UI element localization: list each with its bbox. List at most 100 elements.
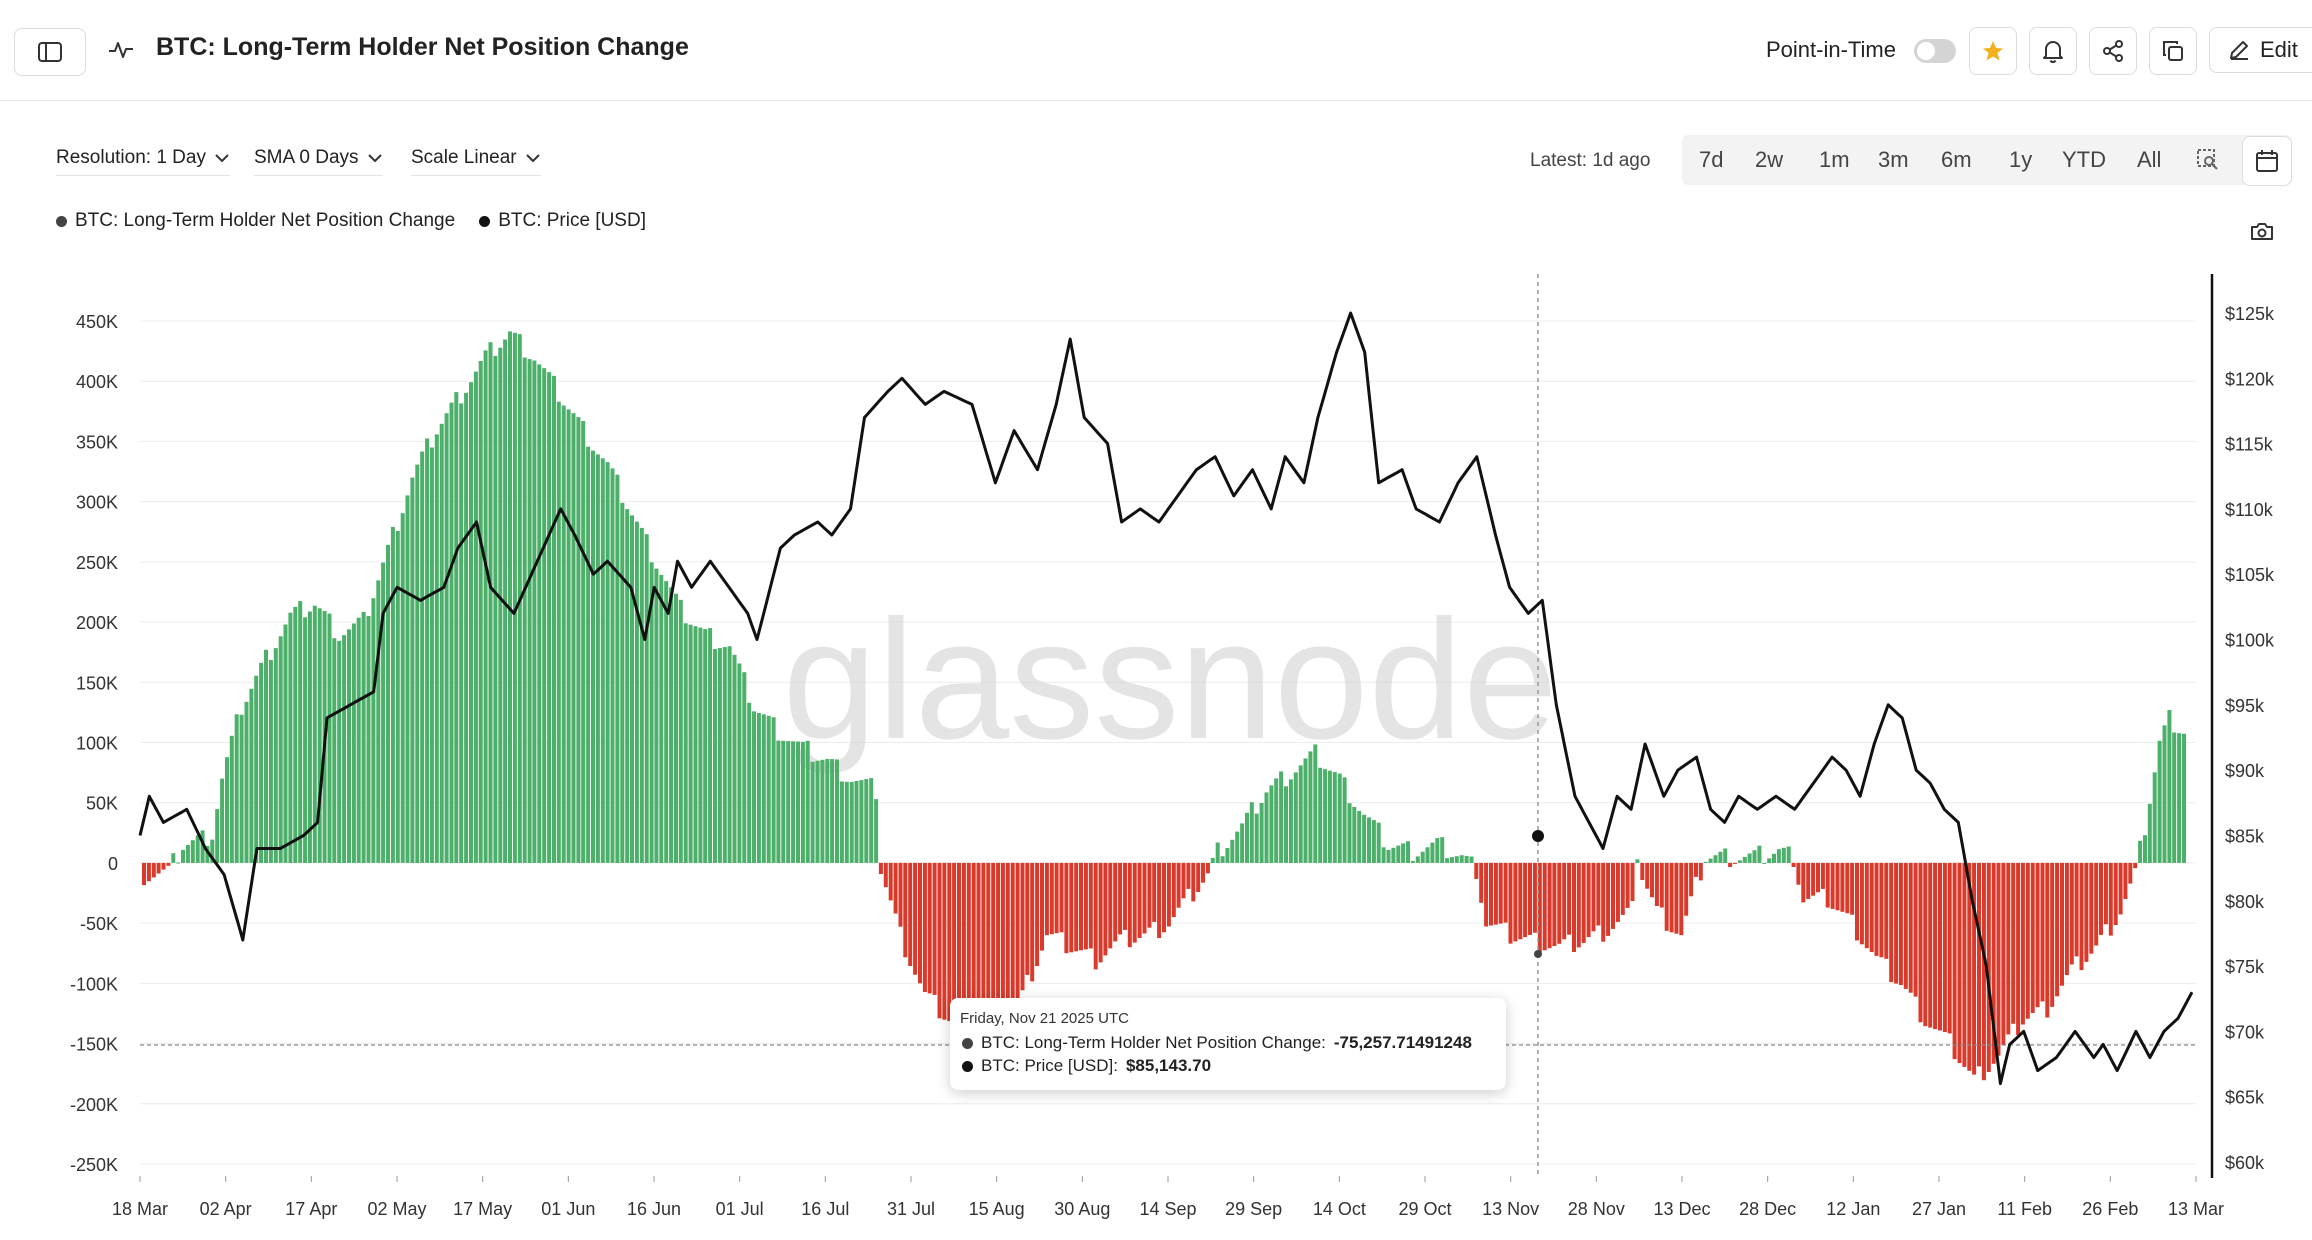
x-axis-tick: 13 Dec: [1653, 1199, 1710, 1219]
net-position-bar: [961, 862, 966, 1026]
toggle-sidebar-button[interactable]: [14, 28, 86, 76]
y-axis-left-tick: -150K: [70, 1035, 118, 1055]
favorite-button[interactable]: [1969, 27, 2017, 75]
range-7d[interactable]: 7d: [1699, 147, 1724, 172]
net-position-bar: [1816, 862, 1820, 893]
net-position-bar: [644, 534, 649, 863]
net-position-bar: [591, 450, 595, 863]
net-position-bar: [1835, 862, 1840, 911]
range-ytd[interactable]: YTD: [2062, 147, 2106, 172]
net-position-bar: [800, 741, 805, 863]
resolution-dropdown[interactable]: Resolution: 1 Day: [56, 147, 230, 176]
net-position-bar: [1240, 823, 1245, 863]
scale-dropdown[interactable]: Scale Linear: [411, 147, 541, 176]
net-position-bar: [815, 760, 820, 863]
net-position-bar: [2094, 862, 2099, 946]
net-position-bar: [1425, 847, 1430, 863]
net-position-bar: [1928, 862, 1933, 1028]
net-position-bar: [1054, 862, 1059, 934]
net-position-bar: [922, 862, 927, 992]
screenshot-button[interactable]: [2242, 214, 2282, 248]
net-position-bar: [2020, 862, 2025, 1025]
net-position-bar: [146, 862, 151, 882]
net-position-bar: [488, 342, 493, 863]
net-position-bar: [1445, 858, 1450, 863]
net-position-bar: [1357, 810, 1362, 863]
net-position-bar: [2064, 862, 2069, 976]
legend-dot: [479, 215, 491, 227]
net-position-bar: [1957, 862, 1962, 1064]
net-position-bar: [1669, 862, 1674, 933]
net-position-bar: [1030, 862, 1035, 982]
net-position-bar: [874, 799, 879, 863]
net-position-bar: [1264, 792, 1269, 863]
range-2w[interactable]: 2w: [1755, 147, 1784, 172]
net-position-bar: [2040, 862, 2045, 1002]
share-icon: [2103, 40, 2123, 62]
range-6m[interactable]: 6m: [1941, 147, 1972, 172]
net-position-bar: [1581, 862, 1586, 943]
net-position-bar: [937, 862, 942, 1019]
net-position-bar: [1947, 862, 1952, 1034]
net-position-bar: [737, 663, 742, 863]
net-position-bar: [722, 647, 727, 863]
net-position-bar: [683, 623, 688, 863]
net-position-bar: [405, 495, 410, 863]
edit-button[interactable]: Edit: [2209, 27, 2312, 73]
net-position-bar: [1015, 862, 1020, 1009]
net-position-bar: [1176, 862, 1181, 908]
resolution-label: Resolution: 1 Day: [56, 147, 206, 168]
net-position-bar: [1401, 843, 1406, 863]
net-position-bar: [2157, 740, 2162, 863]
duplicate-button[interactable]: [2149, 27, 2197, 75]
net-position-bar: [615, 474, 620, 863]
net-position-bar: [1830, 862, 1835, 909]
range-3m[interactable]: 3m: [1878, 147, 1909, 172]
net-position-bar: [717, 648, 722, 863]
net-position-bar: [1230, 839, 1235, 863]
net-position-bar: [1108, 862, 1113, 949]
net-position-bar: [171, 853, 176, 863]
chevron-down-icon: [525, 154, 540, 163]
net-position-bar: [259, 662, 264, 863]
net-position-bar: [1157, 862, 1162, 938]
chart-area[interactable]: glassnode 450K 400K 350K 300K 250K 200K 150K 10…: [0, 262, 2312, 1240]
y-axis-left-tick: 300K: [76, 493, 118, 513]
net-position-bar: [669, 587, 674, 863]
share-button[interactable]: [2089, 27, 2137, 75]
net-position-bar: [2128, 862, 2133, 884]
range-1y[interactable]: 1y: [2009, 147, 2033, 172]
net-position-bar: [273, 648, 278, 863]
legend-item-net-position[interactable]: BTC: Long-Term Holder Net Position Chang…: [56, 210, 455, 232]
net-position-bar: [390, 526, 395, 863]
x-axis-tick: 01 Jul: [716, 1199, 764, 1219]
net-position-bar: [566, 409, 571, 863]
net-position-bar: [1298, 765, 1303, 863]
net-position-bar: [1567, 862, 1572, 935]
range-1m[interactable]: 1m: [1819, 147, 1850, 172]
net-position-bar: [1796, 862, 1801, 885]
range-all[interactable]: All: [2137, 147, 2162, 172]
net-position-bar: [1874, 862, 1879, 956]
net-position-bar: [898, 862, 903, 927]
net-position-bar: [547, 372, 552, 863]
y-axis-right-tick: $120k: [2225, 369, 2275, 389]
sma-dropdown[interactable]: SMA 0 Days: [254, 147, 383, 176]
net-position-bar: [2099, 862, 2103, 935]
alert-button[interactable]: [2029, 27, 2077, 75]
net-position-bar: [810, 761, 815, 863]
chart-tooltip: Friday, Nov 21 2025 UTC BTC: Long-Term H…: [950, 998, 1506, 1090]
x-axis-tick: 16 Jul: [801, 1199, 849, 1219]
net-position-bar: [600, 458, 605, 863]
net-position-bar: [2055, 862, 2060, 997]
point-in-time-toggle[interactable]: [1914, 39, 1956, 63]
net-position-bar: [1747, 853, 1752, 863]
x-axis-tick: 01 Jun: [541, 1199, 595, 1219]
net-position-bar: [1440, 837, 1445, 863]
legend-item-price[interactable]: BTC: Price [USD]: [479, 210, 646, 232]
date-range-button[interactable]: [2242, 136, 2292, 186]
net-position-bar: [713, 649, 717, 863]
net-position-bar: [976, 862, 981, 1052]
zoom-select-icon[interactable]: [2196, 148, 2220, 172]
net-position-bar: [805, 740, 810, 863]
